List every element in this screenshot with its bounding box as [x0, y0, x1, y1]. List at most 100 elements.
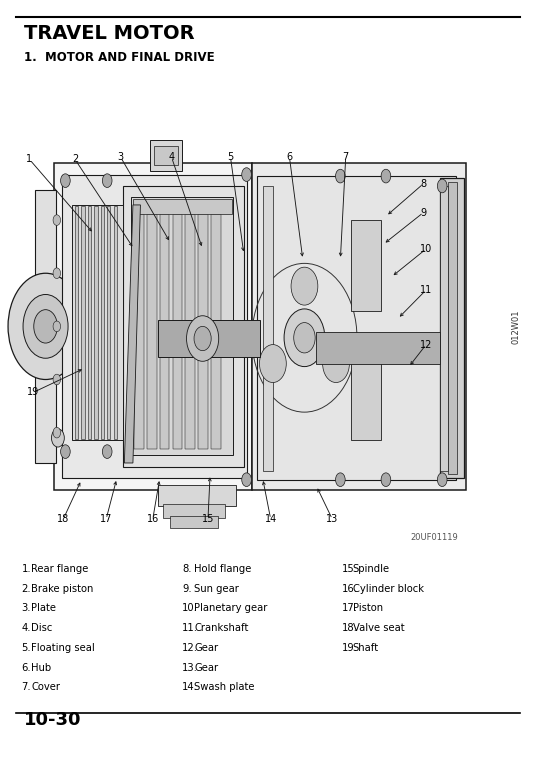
Bar — [158, 320, 260, 357]
Bar — [211, 214, 221, 449]
Text: 2: 2 — [72, 154, 78, 165]
Text: 1.: 1. — [21, 564, 31, 574]
Circle shape — [437, 473, 447, 487]
Text: 012W01: 012W01 — [511, 309, 520, 344]
Bar — [173, 214, 182, 449]
Text: 9: 9 — [420, 207, 427, 218]
Text: 1.  MOTOR AND FINAL DRIVE: 1. MOTOR AND FINAL DRIVE — [24, 51, 215, 64]
Text: Crankshaft: Crankshaft — [194, 623, 248, 633]
Bar — [88, 206, 91, 439]
Circle shape — [187, 316, 219, 361]
Bar — [316, 332, 440, 364]
Circle shape — [242, 168, 251, 181]
Text: 4: 4 — [168, 152, 175, 162]
Text: Cover: Cover — [31, 682, 60, 692]
Circle shape — [23, 294, 68, 358]
Text: 20UF01119: 20UF01119 — [410, 533, 458, 542]
Text: 7.: 7. — [21, 682, 31, 692]
Circle shape — [194, 326, 211, 351]
Circle shape — [34, 310, 57, 343]
Bar — [134, 214, 144, 449]
Bar — [198, 214, 208, 449]
Text: Gear: Gear — [194, 663, 218, 672]
Bar — [62, 175, 247, 478]
Text: 7: 7 — [343, 152, 349, 162]
Text: Valve seat: Valve seat — [353, 623, 404, 633]
Text: 17: 17 — [100, 514, 113, 524]
Bar — [163, 504, 225, 518]
Text: Shaft: Shaft — [353, 643, 379, 653]
Text: 10: 10 — [420, 244, 432, 254]
Text: 16.: 16. — [342, 584, 358, 594]
Polygon shape — [124, 205, 140, 463]
Bar — [35, 190, 56, 463]
Circle shape — [323, 345, 349, 383]
Bar — [158, 486, 212, 501]
Text: Piston: Piston — [353, 603, 383, 613]
Text: 6.: 6. — [21, 663, 31, 672]
Bar — [123, 186, 244, 467]
Bar — [158, 485, 236, 506]
Text: Spindle: Spindle — [353, 564, 390, 574]
Bar — [147, 214, 157, 449]
Text: 12: 12 — [420, 339, 433, 350]
Circle shape — [291, 267, 318, 305]
Bar — [252, 163, 466, 490]
Text: 3: 3 — [117, 152, 124, 162]
Text: 16: 16 — [147, 514, 159, 524]
Circle shape — [61, 174, 70, 187]
Text: 4.: 4. — [21, 623, 31, 633]
Text: 10.: 10. — [182, 603, 198, 613]
Text: 12.: 12. — [182, 643, 198, 653]
Text: 18.: 18. — [342, 623, 358, 633]
Text: 14.: 14. — [182, 682, 198, 692]
Text: Planetary gear: Planetary gear — [194, 603, 267, 613]
Circle shape — [102, 445, 112, 458]
Bar — [351, 349, 381, 440]
Text: Rear flange: Rear flange — [31, 564, 88, 574]
Circle shape — [284, 309, 325, 367]
Text: Brake piston: Brake piston — [31, 584, 93, 594]
Text: 5: 5 — [227, 152, 234, 162]
Bar — [263, 186, 273, 471]
Circle shape — [51, 429, 64, 447]
Text: Floating seal: Floating seal — [31, 643, 95, 653]
Bar — [114, 206, 117, 439]
Bar — [81, 206, 85, 439]
Bar — [54, 163, 252, 490]
Bar — [101, 206, 104, 439]
Bar — [150, 140, 182, 171]
Text: 6: 6 — [286, 152, 293, 162]
Circle shape — [53, 268, 61, 279]
Circle shape — [102, 174, 112, 187]
Bar — [133, 199, 232, 214]
Text: 15.: 15. — [342, 564, 358, 574]
Text: 11: 11 — [420, 285, 432, 295]
Text: 8: 8 — [420, 178, 427, 189]
Bar — [131, 197, 233, 455]
Text: 13.: 13. — [182, 663, 198, 672]
Circle shape — [336, 473, 345, 487]
Circle shape — [381, 169, 391, 183]
Text: 19: 19 — [27, 387, 39, 398]
Text: 14: 14 — [265, 514, 277, 524]
Text: 2.: 2. — [21, 584, 31, 594]
Text: 11.: 11. — [182, 623, 198, 633]
Bar — [166, 499, 204, 510]
Text: 5.: 5. — [21, 643, 31, 653]
Text: Swash plate: Swash plate — [194, 682, 255, 692]
Text: 8.: 8. — [182, 564, 192, 574]
Bar — [448, 182, 457, 474]
Text: 1: 1 — [26, 154, 33, 165]
Text: Cylinder block: Cylinder block — [353, 584, 423, 594]
Circle shape — [294, 323, 315, 353]
Text: 10-30: 10-30 — [24, 710, 81, 729]
Bar — [185, 214, 195, 449]
Circle shape — [437, 179, 447, 193]
Bar — [107, 206, 110, 439]
Text: 19.: 19. — [342, 643, 358, 653]
Circle shape — [8, 273, 83, 380]
Bar — [257, 176, 456, 480]
Text: Hub: Hub — [31, 663, 51, 672]
Text: Plate: Plate — [31, 603, 56, 613]
